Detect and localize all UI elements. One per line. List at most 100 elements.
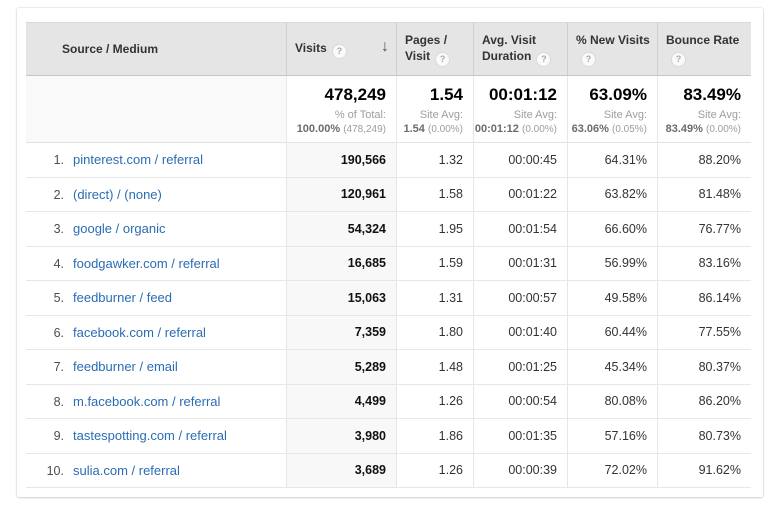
column-label: % New Visits [576,32,650,47]
source-medium-link[interactable]: facebook.com / referral [73,324,206,340]
bounce-rate-cell: 83.16% [657,246,751,281]
totals-visits-sub: % of Total: 100.00% (478,249) [287,105,386,137]
bounce-rate-cell: 76.77% [657,212,751,247]
column-header-pages-per-visit[interactable]: Pages / Visit? [396,22,473,76]
avg-visit-duration-cell: 00:01:25 [473,350,567,385]
avg-visit-duration-cell: 00:01:35 [473,419,567,454]
row-index: 10. [46,463,64,478]
pct-new-visits-cell: 64.31% [567,143,657,178]
source-medium-cell: 9. tastespotting.com / referral [26,419,286,454]
source-medium-link[interactable]: foodgawker.com / referral [73,255,220,271]
column-header-visits[interactable]: Visits? ↓ [286,22,396,76]
column-label: Avg. Visit [482,32,537,47]
totals-pages-per-visit-sub: Site Avg: 1.54 (0.00%) [397,105,464,137]
totals-bounce-rate-sub-note: (0.00%) [705,124,741,135]
row-index: 8. [53,394,64,409]
visits-cell: 54,324 [286,212,396,247]
table-row: 8. m.facebook.com / referral 4,499 1.26 00:0… [26,384,751,419]
visits-cell: 15,063 [286,281,396,316]
source-medium-cell: 5. feedburner / feed [26,281,286,316]
row-index: 9. [53,429,64,444]
bounce-rate-cell: 88.20% [657,143,751,178]
source-medium-link[interactable]: m.facebook.com / referral [73,393,221,409]
source-medium-link[interactable]: feedburner / feed [73,290,173,306]
avg-visit-duration-cell: 00:00:57 [473,281,567,316]
totals-pct-new-visits-sub-value: 63.06% [571,123,609,135]
pct-new-visits-cell: 66.60% [567,212,657,247]
totals-row: 478,249 % of Total: 100.00% (478,249) 1.… [26,76,751,143]
table-row: 7. feedburner / email 5,289 1.48 00:01:25 45.… [26,350,751,385]
row-index: 3. [53,222,64,237]
column-label: Pages / [405,32,448,47]
help-icon[interactable]: ? [581,51,596,67]
avg-visit-duration-cell: 00:01:54 [473,212,567,247]
source-medium-table: Source / Medium Visits? ↓ Pages / Visit? Avg.… [26,22,751,488]
source-medium-link[interactable]: pinterest.com / referral [73,152,204,168]
avg-visit-duration-cell: 00:01:31 [473,246,567,281]
help-icon[interactable]: ? [536,51,552,67]
column-header-avg-visit-duration[interactable]: Avg. Visit Duration? [473,22,567,76]
table-row: 5. feedburner / feed 15,063 1.31 00:00:57 49.… [26,281,751,316]
pages-per-visit-cell: 1.26 [396,384,473,419]
table-header-row: Source / Medium Visits? ↓ Pages / Visit? Avg.… [26,22,751,76]
pages-per-visit-cell: 1.26 [396,453,473,488]
totals-bounce-rate-sub-value: 83.49% [665,123,703,135]
source-medium-link[interactable]: sulia.com / referral [73,462,180,478]
help-icon[interactable]: ? [671,51,686,67]
totals-pct-new-visits-value: 63.09% [589,85,647,104]
column-header-source[interactable]: Source / Medium [26,22,286,76]
help-icon[interactable]: ? [331,43,347,59]
pages-per-visit-cell: 1.86 [396,419,473,454]
column-label: Visit [405,48,431,63]
pages-per-visit-cell: 1.80 [396,315,473,350]
pages-per-visit-cell: 1.48 [396,350,473,385]
totals-pages-per-visit-sub-label: Site Avg: [419,109,463,121]
totals-avg-visit-duration-sub-value: 00:01:12 [474,123,519,135]
totals-avg-visit-duration-value: 00:01:12 [488,85,557,104]
help-icon[interactable]: ? [435,51,451,67]
totals-visits-sub-note: (478,249) [343,124,386,135]
totals-pct-new-visits-sub: Site Avg: 63.06% (0.05%) [568,105,647,137]
visits-cell: 3,689 [286,453,396,488]
source-medium-cell: 2. (direct) / (none) [26,178,286,212]
source-medium-cell: 6. facebook.com / referral [26,316,286,350]
totals-pages-per-visit-sub-note: (0.00%) [427,124,463,135]
pages-per-visit-cell: 1.58 [396,177,473,212]
pages-per-visit-cell: 1.59 [396,246,473,281]
pct-new-visits-cell: 63.82% [567,177,657,212]
bounce-rate-cell: 80.37% [657,350,751,385]
totals-avg-visit-duration-cell: 00:01:12 Site Avg: 00:01:12 (0.00%) [473,76,567,143]
pct-new-visits-cell: 60.44% [567,315,657,350]
source-medium-link[interactable]: (direct) / (none) [73,186,162,202]
source-medium-cell: 10. sulia.com / referral [26,454,286,488]
avg-visit-duration-cell: 00:01:40 [473,315,567,350]
table-row: 3. google / organic 54,324 1.95 00:01:54 66.6… [26,212,751,247]
totals-bounce-rate-sub: Site Avg: 83.49% (0.00%) [658,105,741,137]
pages-per-visit-cell: 1.95 [396,212,473,247]
pct-new-visits-cell: 72.02% [567,453,657,488]
pct-new-visits-cell: 56.99% [567,246,657,281]
column-header-pct-new-visits[interactable]: % New Visits? [567,22,657,76]
visits-cell: 190,566 [286,143,396,178]
sort-descending-icon[interactable]: ↓ [381,38,389,55]
totals-visits-sub-label: % of Total: [334,109,386,121]
pct-new-visits-cell: 49.58% [567,281,657,316]
table-row: 1. pinterest.com / referral 190,566 1.32 00:… [26,143,751,178]
column-header-bounce-rate[interactable]: Bounce Rate? [657,22,751,76]
row-index: 7. [53,360,64,375]
pages-per-visit-cell: 1.32 [396,143,473,178]
source-medium-link[interactable]: tastespotting.com / referral [73,428,227,444]
totals-source-cell [26,76,286,143]
visits-cell: 5,289 [286,350,396,385]
bounce-rate-cell: 91.62% [657,453,751,488]
source-medium-link[interactable]: google / organic [73,221,166,237]
source-medium-link[interactable]: feedburner / email [73,359,178,375]
pct-new-visits-cell: 45.34% [567,350,657,385]
visits-cell: 7,359 [286,315,396,350]
bounce-rate-cell: 81.48% [657,177,751,212]
pct-new-visits-cell: 57.16% [567,419,657,454]
visits-cell: 120,961 [286,177,396,212]
report-table-card: Source / Medium Visits? ↓ Pages / Visit? Avg.… [17,8,763,497]
visits-cell: 16,685 [286,246,396,281]
